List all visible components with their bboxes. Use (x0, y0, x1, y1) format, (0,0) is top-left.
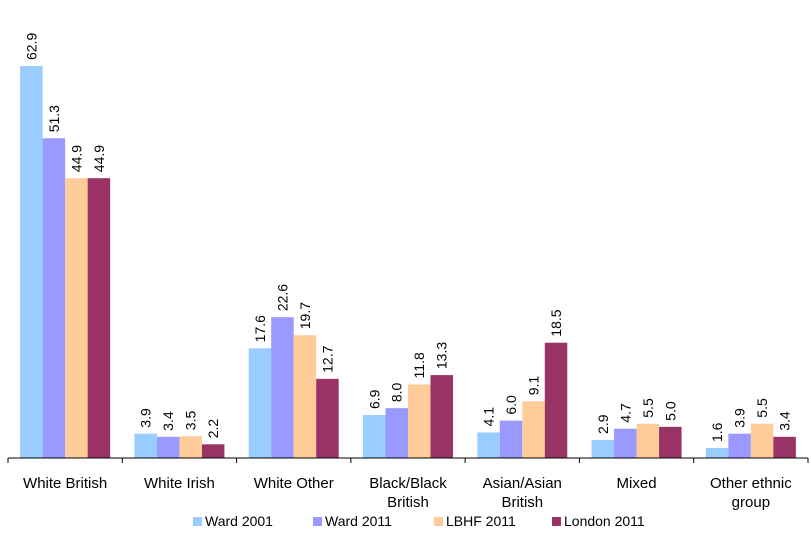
bar (522, 401, 545, 458)
data-label: 44.9 (68, 145, 84, 172)
x-tick-label: British (387, 494, 429, 511)
x-tick-label: White Irish (144, 475, 215, 492)
data-label: 8.0 (389, 382, 405, 402)
bar (614, 428, 637, 458)
bar (248, 348, 272, 458)
data-label: 18.5 (548, 309, 564, 336)
bar (728, 433, 751, 458)
bar (134, 433, 157, 458)
data-label: 6.9 (366, 389, 382, 409)
x-tick-label: Black/Black (369, 475, 447, 492)
bar (591, 439, 615, 458)
data-label: 44.9 (91, 145, 107, 172)
bar (42, 138, 66, 459)
legend-label: LBHF 2011 (446, 513, 516, 529)
data-label: 5.5 (640, 398, 656, 418)
bar (271, 317, 294, 458)
data-label: 5.0 (662, 401, 678, 421)
data-label: 3.4 (160, 411, 176, 431)
legend-swatch (313, 517, 322, 526)
bar (293, 335, 317, 458)
data-label: 4.1 (481, 407, 497, 427)
x-tick-label: group (732, 494, 770, 511)
legend-label: London 2011 (564, 513, 645, 529)
bar (499, 420, 523, 458)
bar (87, 178, 111, 458)
data-label: 4.7 (617, 403, 633, 423)
legend-swatch (552, 517, 561, 526)
legend-swatch (193, 517, 202, 526)
x-tick-label: White British (23, 475, 107, 492)
bars-layer (20, 66, 796, 459)
data-label: 13.3 (434, 342, 450, 369)
bar (544, 342, 568, 458)
bar (385, 408, 408, 458)
data-label: 6.0 (503, 395, 519, 415)
bar (408, 384, 431, 458)
bar (636, 423, 660, 458)
bar (363, 415, 386, 458)
x-tick-label: Mixed (617, 475, 657, 492)
x-tick-label: Other ethnic (710, 475, 792, 492)
bar (20, 66, 43, 458)
bar (430, 375, 453, 458)
data-label: 12.7 (319, 345, 335, 372)
data-label: 3.9 (138, 408, 154, 428)
bar (750, 423, 774, 458)
bar (65, 178, 88, 458)
bar (477, 432, 500, 458)
data-label: 3.5 (183, 411, 199, 431)
data-label: 9.1 (526, 376, 542, 396)
x-tick-label: Asian/Asian (483, 475, 562, 492)
legend-label: Ward 2011 (325, 513, 392, 529)
bar (705, 448, 729, 458)
data-label: 17.6 (252, 315, 268, 342)
legend: Ward 2001 Ward 2011 LBHF 2011 London 2011 (193, 513, 645, 529)
data-label: 5.5 (754, 398, 770, 418)
bar (201, 444, 225, 458)
data-label: 19.7 (297, 302, 313, 329)
x-tick-label: White Other (254, 475, 334, 492)
x-axis: White British White Irish White Other Black… (7, 457, 809, 511)
data-label: 62.9 (23, 33, 39, 60)
bar (156, 436, 180, 458)
data-label: 3.4 (777, 411, 793, 431)
data-label: 22.6 (274, 284, 290, 311)
data-label: 2.9 (595, 414, 611, 434)
legend-swatch (434, 517, 443, 526)
data-label: 3.9 (732, 408, 748, 428)
data-labels-layer: 62.9 3.9 17.6 6.9 4.1 2.9 1.6 51.3 3.4 22.6 8.0 6.0… (23, 33, 792, 442)
bar (773, 436, 796, 458)
data-label: 1.6 (709, 422, 725, 442)
x-tick-label: British (501, 494, 543, 511)
data-label: 51.3 (46, 105, 62, 132)
data-label: 11.8 (411, 352, 427, 378)
legend-label: Ward 2001 (205, 513, 273, 529)
bar (659, 426, 682, 458)
data-label: 2.2 (205, 419, 221, 439)
bar (316, 378, 339, 458)
bar (179, 436, 202, 458)
